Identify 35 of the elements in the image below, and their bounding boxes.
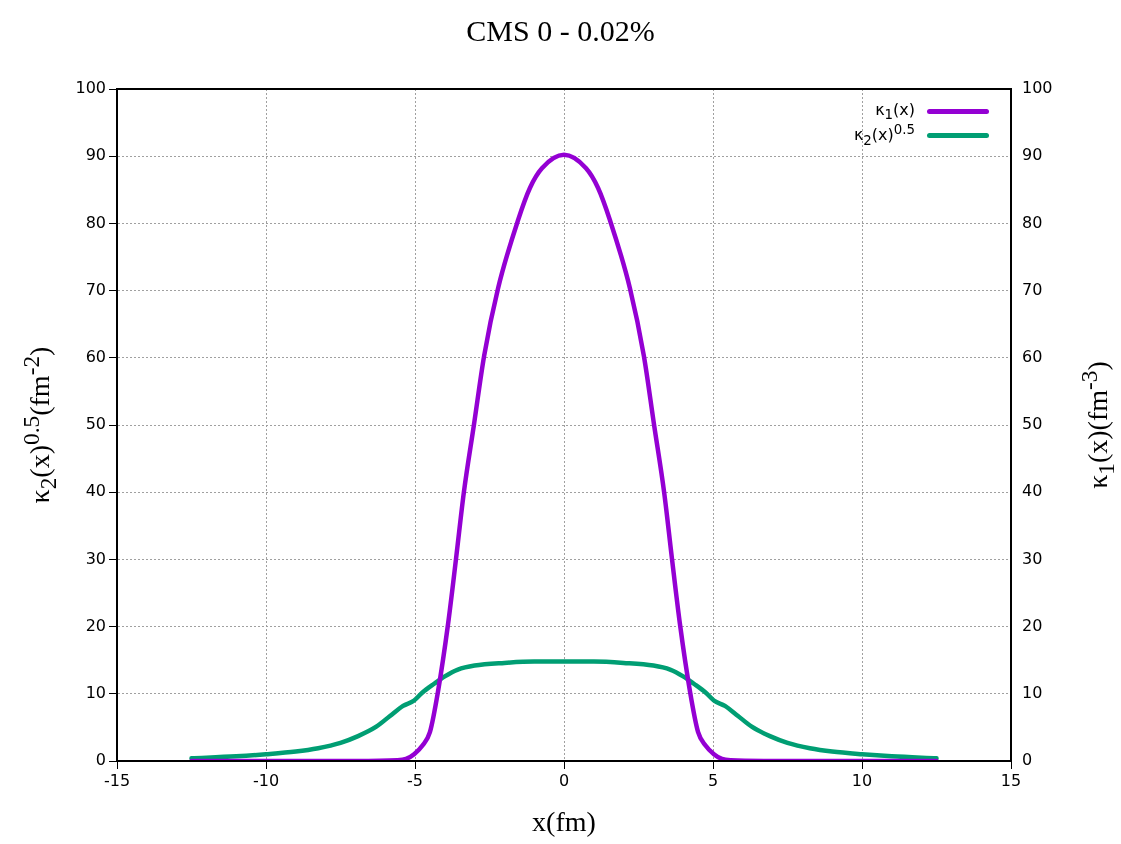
x-tick-label: 0 [558, 770, 570, 790]
x-tick-label: -15 [103, 770, 131, 790]
x-axis-title: x(fm) [531, 806, 597, 838]
y-tick-label: 70 [85, 279, 106, 299]
line-series [189, 152, 939, 761]
line-series [189, 659, 939, 761]
y2-tick-label: 100 [1022, 78, 1053, 98]
y2-tick-label: 50 [1022, 414, 1043, 434]
y-tick-label: 10 [85, 682, 106, 702]
y-tick-label: 100 [75, 78, 106, 98]
legend-label: κ$_{1}$(x) [875, 99, 915, 123]
y-tick-label: 0 [95, 750, 106, 770]
y-tick-label: 30 [85, 548, 106, 568]
y2-tick-label: 60 [1022, 346, 1043, 366]
y2-tick-label: 40 [1022, 481, 1043, 501]
y-tick-label: 60 [85, 346, 106, 366]
y2-tick-label: 30 [1022, 548, 1043, 568]
x-tick-label: 10 [851, 770, 873, 790]
x-tick-label: -5 [407, 770, 423, 790]
y2-tick-label: 70 [1022, 279, 1043, 299]
y2-tick-label: 0 [1022, 750, 1033, 770]
y2-tick-label: 80 [1022, 212, 1043, 232]
y-tick-label: 40 [85, 481, 106, 501]
y-tick-label: 90 [85, 145, 106, 165]
chart-title: CMS 0 - 0.02% [465, 14, 656, 48]
y2-tick-label: 10 [1022, 682, 1043, 702]
legend-label: κ$_{2}$(x)$^{0.5}$ [853, 122, 915, 148]
x-tick-label: 5 [707, 770, 719, 790]
y2-tick-label: 20 [1022, 615, 1043, 635]
x-tick-label: 15 [1000, 770, 1022, 790]
x-tick-label: -10 [252, 770, 280, 790]
y-tick-label: 50 [85, 414, 106, 434]
y2-tick-label: 90 [1022, 145, 1043, 165]
y-tick-label: 20 [85, 615, 106, 635]
y-tick-label: 80 [85, 212, 106, 232]
